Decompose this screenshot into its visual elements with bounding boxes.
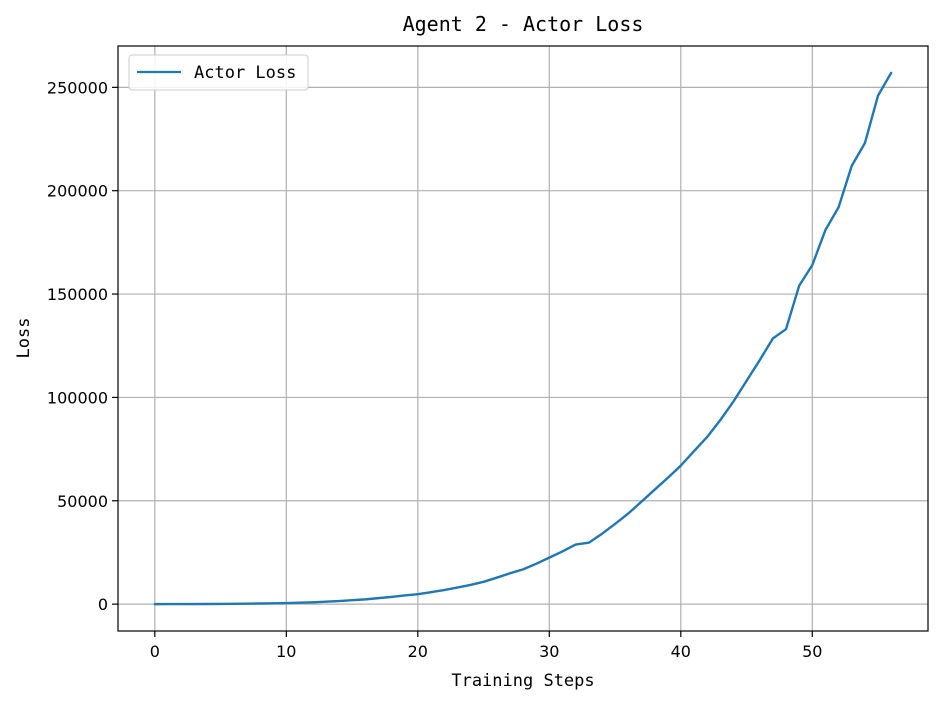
y-axis-label: Loss xyxy=(14,318,34,359)
x-tick-label: 50 xyxy=(802,642,822,661)
plot-area xyxy=(153,71,893,606)
y-tick-label: 100000 xyxy=(47,388,108,407)
x-axis-ticks: 0 10 20 30 40 50 xyxy=(150,631,822,661)
y-tick-label: 0 xyxy=(98,595,108,614)
legend-label: Actor Loss xyxy=(194,63,296,83)
chart-title: Agent 2 - Actor Loss xyxy=(403,12,644,36)
y-tick-label: 50000 xyxy=(57,492,108,511)
x-tick-label: 20 xyxy=(408,642,428,661)
legend-box xyxy=(128,54,309,91)
x-tick-label: 0 xyxy=(150,642,160,661)
x-axis-label: Training Steps xyxy=(451,671,594,691)
y-tick-label: 250000 xyxy=(47,78,108,97)
series-line-actor-loss xyxy=(153,71,893,606)
y-tick-label: 200000 xyxy=(47,182,108,201)
x-tick-label: 10 xyxy=(276,642,296,661)
y-axis-ticks: 0 50000 100000 150000 200000 250000 xyxy=(47,78,118,614)
plot-frame xyxy=(117,45,929,632)
grid xyxy=(118,46,928,631)
x-tick-label: 30 xyxy=(539,642,559,661)
x-tick-label: 40 xyxy=(671,642,691,661)
legend: Actor Loss xyxy=(128,54,309,91)
y-tick-label: 150000 xyxy=(47,285,108,304)
